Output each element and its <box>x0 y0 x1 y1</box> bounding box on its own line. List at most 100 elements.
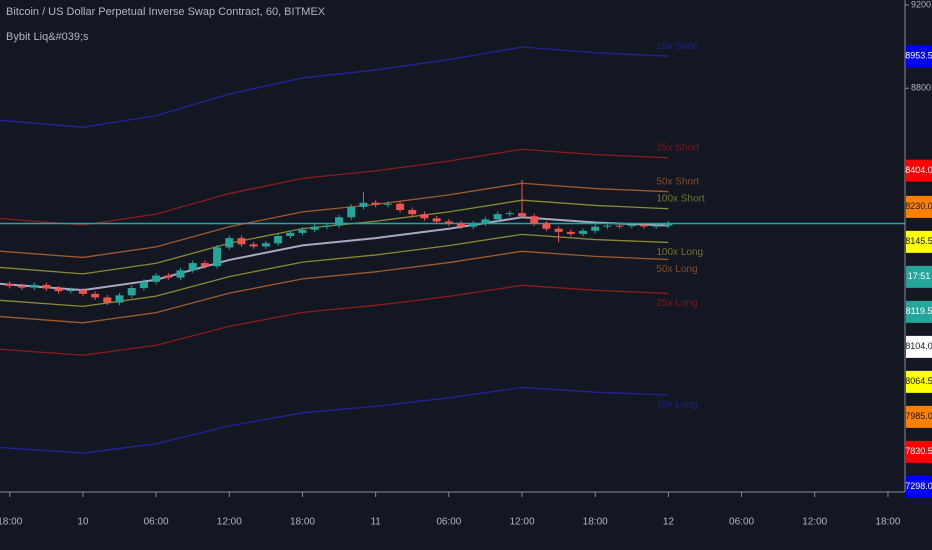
candle-body <box>481 219 490 224</box>
price-label-box <box>906 230 932 253</box>
candle-body <box>115 295 124 303</box>
band-label: 25x Short <box>656 142 699 153</box>
candle-body <box>66 290 75 292</box>
band-label: 100x Long <box>656 247 703 258</box>
chart-title: Bitcoin / US Dollar Perpetual Inverse Sw… <box>6 6 326 18</box>
x-tick-label: 12:00 <box>217 517 242 528</box>
candle-body <box>249 244 258 247</box>
candle-body <box>664 223 673 226</box>
candle-body <box>164 275 173 278</box>
x-tick-label: 12 <box>663 517 675 528</box>
price-label-box <box>906 335 932 358</box>
price-label: 8064.5 <box>905 376 932 386</box>
price-label: 7985.0 <box>905 411 932 421</box>
candle-body <box>127 288 136 296</box>
x-tick-label: 10 <box>77 517 89 528</box>
candle-body <box>103 297 112 303</box>
candle-body <box>286 232 295 237</box>
candle-body <box>200 263 209 267</box>
candle-body <box>54 288 63 292</box>
band-label: 100x Short <box>656 193 705 204</box>
candle-body <box>554 228 563 232</box>
candle-body <box>457 223 466 227</box>
x-tick-label: 18:00 <box>0 517 23 528</box>
band-line <box>0 250 669 324</box>
candle-body <box>347 206 356 218</box>
price-label-box <box>906 159 932 182</box>
candle-body <box>261 243 270 247</box>
price-label-box <box>906 440 932 463</box>
candle-body <box>420 214 429 219</box>
band-line <box>0 148 669 226</box>
countdown-box <box>906 265 932 288</box>
price-label-box <box>906 300 932 323</box>
candle-body <box>310 226 319 230</box>
candle-body <box>225 238 234 248</box>
band-line <box>0 46 669 128</box>
x-tick-label: 06:00 <box>729 517 754 528</box>
candle-body <box>371 202 380 205</box>
candle-body <box>432 218 441 222</box>
price-label: 7298.0 <box>905 481 932 491</box>
price-label-box <box>906 195 932 218</box>
candle-body <box>188 263 197 271</box>
candle-body <box>5 283 14 286</box>
price-label-box <box>906 475 932 498</box>
candle-body <box>603 225 612 227</box>
band-label: 25x Long <box>656 298 697 309</box>
band-line <box>0 216 669 292</box>
candle-body <box>542 223 551 229</box>
x-tick-label: 18:00 <box>875 517 900 528</box>
price-label: 8104.0 <box>905 341 932 351</box>
x-tick-label: 06:00 <box>436 517 461 528</box>
candle-body <box>591 226 600 231</box>
price-label-box <box>906 370 932 393</box>
band-line <box>0 386 669 454</box>
candle-body <box>213 247 222 267</box>
candle-body <box>493 214 502 220</box>
candle-body <box>359 202 368 207</box>
x-tick-label: 12:00 <box>802 517 827 528</box>
countdown: 17:51 <box>908 271 931 281</box>
price-label: 8119.5 <box>906 306 932 316</box>
candle-body <box>152 275 161 282</box>
price-label: 8953.5 <box>905 51 932 61</box>
price-label: 7830.5 <box>905 446 932 456</box>
candle-body <box>17 285 26 288</box>
candle-body <box>42 284 51 289</box>
candle-body <box>78 290 87 294</box>
candle-body <box>274 236 283 244</box>
candle-body <box>335 217 344 226</box>
candle-body <box>518 213 527 217</box>
candle-body <box>469 223 478 227</box>
price-label: 8404.0 <box>905 165 932 175</box>
y-tick-label: 9200.0 <box>911 0 932 9</box>
x-tick-label: 18:00 <box>290 517 315 528</box>
candle-body <box>505 213 514 215</box>
x-tick-label: 11 <box>370 517 381 528</box>
candle-body <box>579 230 588 234</box>
x-tick-label: 12:00 <box>510 517 535 528</box>
indicator-name: Bybit Liq&#039;s <box>6 31 89 43</box>
candle-body <box>322 225 331 227</box>
band-line <box>0 284 669 356</box>
candle-body <box>30 284 39 288</box>
band-label: 50x Short <box>656 176 699 187</box>
price-label: 8230.0 <box>905 201 932 211</box>
price-label-box <box>906 405 932 428</box>
candle-body <box>237 238 246 245</box>
x-tick-label: 06:00 <box>144 517 169 528</box>
candle-body <box>91 293 100 298</box>
candle-body <box>652 225 661 227</box>
candle-body <box>615 225 624 227</box>
price-label: 8145.5 <box>905 236 932 246</box>
candle-body <box>408 209 417 215</box>
candle-body <box>139 281 148 289</box>
band-label: 10x Short <box>656 41 699 52</box>
candle-body <box>383 203 392 205</box>
candle-body <box>530 216 539 224</box>
candle-body <box>176 270 185 278</box>
candle-body <box>639 225 648 227</box>
